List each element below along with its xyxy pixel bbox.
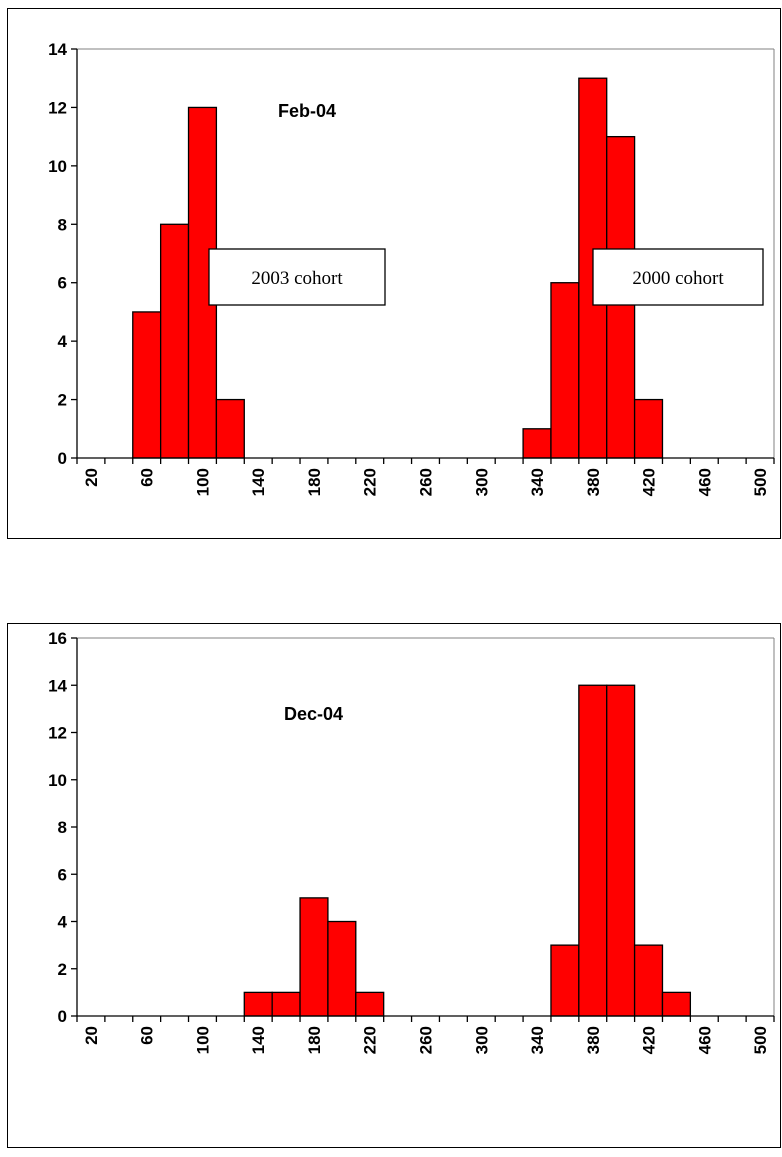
chart-title: Feb-04 (278, 101, 336, 121)
histogram-bar (633, 398, 664, 459)
histogram-bar (550, 282, 580, 459)
y-tick-label: 10 (48, 157, 67, 176)
histogram-bar (299, 897, 329, 1017)
histogram-bar (271, 991, 301, 1017)
histogram-bar (159, 223, 190, 459)
x-tick-label: 100 (193, 468, 212, 496)
x-tick-label: 380 (584, 1026, 603, 1054)
y-tick-label: 12 (48, 724, 67, 743)
chart-dec-04-plot: 0 2 4 6 8 10 12 14 16 20 60 100 140 180 220 260 300 340 38… (48, 629, 775, 1054)
x-tick-label: 300 (472, 1026, 491, 1054)
x-tick-label: 140 (249, 468, 268, 496)
x-tick-label: 420 (640, 468, 659, 496)
y-tick-label: 4 (58, 913, 68, 932)
x-tick-label: 460 (695, 468, 714, 496)
x-tick-label: 60 (138, 1026, 157, 1045)
y-tick-label: 14 (48, 40, 67, 59)
histogram-bar (606, 684, 636, 1017)
x-tick-label: 340 (528, 1026, 547, 1054)
x-tick-label: 500 (751, 1026, 770, 1054)
x-tick-label: 380 (584, 468, 603, 496)
histogram-bar (578, 684, 608, 1017)
y-tick-label: 16 (48, 629, 67, 648)
histogram-bar (243, 991, 273, 1017)
x-tick-label: 20 (82, 468, 101, 487)
x-tick-label: 60 (138, 468, 157, 487)
histogram-bar (327, 920, 357, 1017)
histogram-bar (522, 428, 552, 459)
x-tick-label: 300 (472, 468, 491, 496)
y-tick-label: 0 (58, 1007, 67, 1026)
y-tick-label: 8 (58, 215, 67, 234)
x-tick-label: 500 (751, 468, 770, 496)
annotation-label: 2000 cohort (632, 268, 724, 289)
x-tick-label: 220 (361, 468, 380, 496)
x-tick-label: 220 (361, 1026, 380, 1054)
x-tick-label: 420 (640, 1026, 659, 1054)
y-tick-label: 6 (58, 274, 67, 293)
x-tick-label: 260 (417, 1026, 436, 1054)
y-tick-label: 2 (58, 391, 67, 410)
x-tick-label: 260 (417, 468, 436, 496)
chart-feb-04: 0 2 4 6 8 10 12 14 20 60 100 140 180 220 260 300 340 380 4… (7, 8, 781, 539)
histogram-bar (550, 944, 580, 1017)
x-tick-label: 140 (249, 1026, 268, 1054)
annotation-box (208, 248, 386, 306)
y-tick-label: 14 (48, 676, 67, 695)
histogram-bar (132, 311, 162, 459)
chart-feb-04-plot: 0 2 4 6 8 10 12 14 20 60 100 140 180 220 260 300 340 380 4… (48, 40, 775, 496)
x-tick-label: 180 (305, 468, 324, 496)
chart-title: Dec-04 (284, 704, 343, 724)
y-tick-label: 2 (58, 960, 67, 979)
histogram-bar (633, 944, 664, 1017)
x-tick-label: 340 (528, 468, 547, 496)
histogram-bar (355, 991, 385, 1017)
y-tick-label: 0 (58, 449, 67, 468)
y-tick-label: 12 (48, 98, 67, 117)
y-tick-label: 8 (58, 818, 67, 837)
annotation-box (592, 248, 764, 306)
y-tick-label: 6 (58, 865, 67, 884)
x-tick-label: 180 (305, 1026, 324, 1054)
y-tick-label: 4 (58, 332, 68, 351)
histogram-bar (215, 398, 245, 459)
annotation-label: 2003 cohort (251, 268, 343, 289)
x-tick-label: 20 (82, 1026, 101, 1045)
x-tick-label: 460 (695, 1026, 714, 1054)
x-tick-label: 100 (193, 1026, 212, 1054)
histogram-bar (661, 991, 692, 1017)
y-tick-label: 10 (48, 771, 67, 790)
chart-dec-04: 0 2 4 6 8 10 12 14 16 20 60 100 140 180 220 260 300 340 38… (7, 623, 781, 1148)
